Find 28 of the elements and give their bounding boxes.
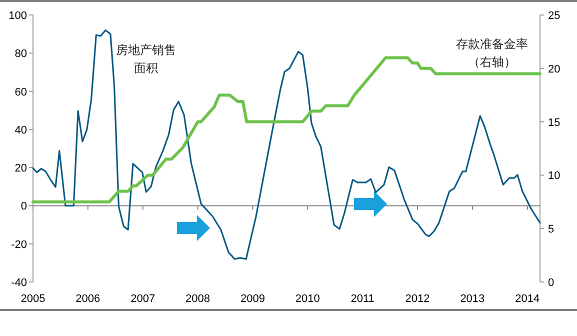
annotation: 房地产销售 <box>116 43 176 57</box>
annotation: 存款准备金率 <box>456 37 528 51</box>
x-tick-label: 2011 <box>350 293 374 305</box>
y-tick-label: 0 <box>20 200 27 213</box>
y2-tick-label: 10 <box>548 170 560 182</box>
x-tick-label: 2012 <box>405 293 430 305</box>
y-tick-label: -40 <box>11 277 27 289</box>
x-tick-label: 2014 <box>515 293 540 305</box>
y-tick-label: 100 <box>8 10 27 22</box>
annotation: 面积 <box>134 61 158 75</box>
y-tick-label: 80 <box>14 48 27 60</box>
x-tick-label: 2013 <box>460 293 485 305</box>
y2-tick-label: 5 <box>548 224 554 236</box>
annotation: （右轴） <box>468 55 516 69</box>
y2-tick-label: 15 <box>548 116 560 129</box>
y-tick-label: 60 <box>14 86 27 98</box>
y2-tick-label: 20 <box>548 63 560 76</box>
x-tick-label: 2005 <box>20 293 46 305</box>
y2-tick-label: 0 <box>548 277 554 289</box>
x-tick-label: 2006 <box>76 293 100 305</box>
y-tick-label: -20 <box>11 238 27 251</box>
y-tick-label: 40 <box>14 124 27 136</box>
y2-tick-label: 25 <box>548 10 560 22</box>
x-tick-label: 2008 <box>186 293 210 305</box>
x-tick-label: 2007 <box>130 293 156 305</box>
x-tick-label: 2010 <box>295 293 320 305</box>
x-tick-label: 2009 <box>240 293 265 305</box>
y-tick-label: 20 <box>14 162 27 175</box>
